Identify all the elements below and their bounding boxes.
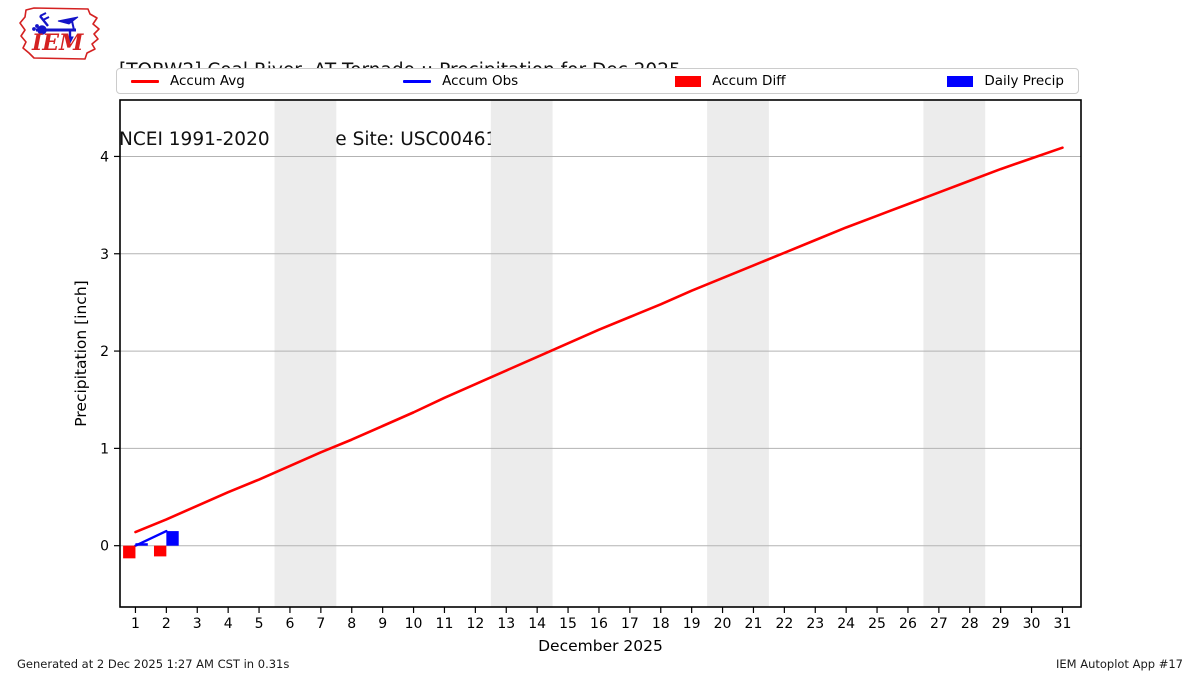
- x-tick-label: 21: [745, 616, 763, 632]
- y-axis: 0 1 2 3 4 Precipitation [inch]: [72, 149, 120, 555]
- x-tick-label: 2: [162, 616, 171, 632]
- x-tick-label: 4: [224, 616, 233, 632]
- legend: Accum Avg Accum Obs Accum Diff Daily Precip: [116, 68, 1079, 94]
- legend-label: Accum Avg: [170, 73, 245, 89]
- x-tick-label: 17: [621, 616, 639, 632]
- x-axis: 1 2 3 4 5 6 7 8 9 10 11 12 13 14 15 16 17 18 19 20 21 22 23 24 2…: [131, 607, 1071, 655]
- x-tick-label: 23: [806, 616, 824, 632]
- x-tick-label: 27: [930, 616, 948, 632]
- x-tick-label: 13: [497, 616, 515, 632]
- x-tick-label: 31: [1054, 616, 1072, 632]
- legend-label: Accum Obs: [442, 73, 519, 89]
- legend-label: Accum Diff: [712, 73, 786, 89]
- x-tick-label: 16: [590, 616, 608, 632]
- bar: [123, 545, 136, 559]
- legend-swatch-line: [403, 79, 432, 83]
- legend-label: Daily Precip: [984, 73, 1064, 89]
- x-tick-label: 14: [528, 616, 546, 632]
- y-tick-label: 2: [100, 344, 109, 360]
- x-axis-label: December 2025: [538, 637, 663, 655]
- x-tick-label: 7: [316, 616, 325, 632]
- x-tick-label: 10: [405, 616, 423, 632]
- bar: [135, 543, 148, 546]
- iem-logo: IEM: [10, 3, 106, 65]
- x-tick-label: 18: [652, 616, 670, 632]
- x-tick-label: 22: [775, 616, 793, 632]
- y-axis-label: Precipitation [inch]: [72, 280, 90, 426]
- x-tick-label: 24: [837, 616, 855, 632]
- legend-item-accum-obs: Accum Obs: [403, 73, 618, 89]
- x-tick-label: 12: [466, 616, 484, 632]
- bar: [166, 531, 179, 546]
- x-tick-label: 26: [899, 616, 917, 632]
- legend-swatch-patch: [675, 75, 702, 87]
- x-tick-label: 29: [992, 616, 1010, 632]
- x-tick-label: 8: [347, 616, 356, 632]
- x-tick-label: 20: [714, 616, 732, 632]
- x-tick-label: 30: [1023, 616, 1041, 632]
- footer-generated-at: Generated at 2 Dec 2025 1:27 AM CST in 0…: [17, 657, 290, 671]
- y-tick-label: 1: [100, 441, 109, 457]
- weekend-band: [923, 100, 986, 607]
- series-accum-diff: [123, 545, 167, 559]
- x-tick-label: 3: [193, 616, 202, 632]
- plot-frame: [119, 99, 1082, 608]
- series-line: [134, 146, 1064, 534]
- x-tick-label: 1: [131, 616, 140, 632]
- weekend-band: [707, 100, 769, 607]
- gridlines: [120, 155, 1081, 547]
- weekend-bands: [274, 100, 986, 607]
- iowa-outline-icon: IEM: [19, 7, 100, 60]
- series-accum-avg: [134, 146, 1064, 534]
- footer-app-id: IEM Autoplot App #17: [1055, 657, 1183, 671]
- legend-item-accum-avg: Accum Avg: [131, 73, 346, 89]
- x-tick-label: 11: [436, 616, 454, 632]
- logo-iem-text: IEM: [31, 30, 84, 56]
- bar: [153, 545, 167, 557]
- legend-item-daily-precip: Daily Precip: [947, 73, 1064, 89]
- legend-swatch-patch: [947, 75, 974, 87]
- weekend-band: [274, 100, 337, 607]
- legend-swatch-line: [131, 79, 159, 83]
- x-tick-label: 25: [868, 616, 886, 632]
- legend-item-accum-diff: Accum Diff: [675, 73, 890, 89]
- x-tick-label: 28: [961, 616, 979, 632]
- x-tick-label: 5: [255, 616, 264, 632]
- x-tick-label: 15: [559, 616, 577, 632]
- y-tick-label: 3: [100, 247, 109, 263]
- x-tick-label: 9: [378, 616, 387, 632]
- y-tick-label: 4: [100, 149, 109, 165]
- weathervane-icon: [32, 12, 79, 44]
- series-daily-precip: [135, 531, 179, 546]
- y-tick-label: 0: [100, 539, 109, 555]
- x-tick-label: 19: [683, 616, 701, 632]
- x-tick-label: 6: [285, 616, 294, 632]
